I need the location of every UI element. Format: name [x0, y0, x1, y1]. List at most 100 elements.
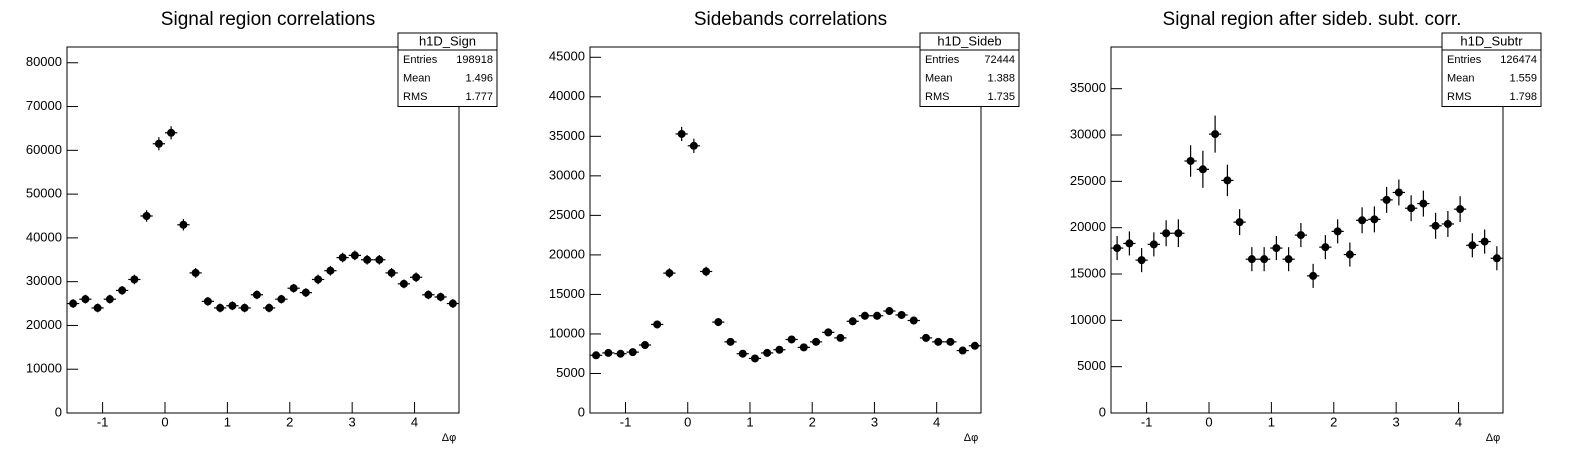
data-point	[702, 267, 711, 276]
data-point	[897, 310, 906, 319]
data-point	[885, 307, 894, 316]
data-point	[167, 128, 176, 137]
stats-value: 1.388	[987, 72, 1015, 84]
stats-label: RMS	[1447, 91, 1471, 103]
y-tick-label: 20000	[549, 246, 585, 261]
x-tick-label: -1	[1141, 414, 1153, 429]
data-point	[799, 343, 808, 352]
stats-value: 1.798	[1509, 91, 1537, 103]
data-point	[689, 141, 698, 150]
stats-name: h1D_Sideb	[937, 33, 1001, 48]
data-point	[1456, 205, 1465, 214]
data-point	[958, 346, 967, 355]
data-point	[1492, 254, 1501, 263]
data-point	[191, 268, 200, 277]
data-point	[1174, 229, 1183, 238]
x-tick-label: 4	[1455, 414, 1462, 429]
data-point	[640, 341, 649, 350]
x-tick-label: -1	[97, 414, 109, 429]
data-point	[277, 295, 286, 304]
data-point	[873, 311, 882, 320]
y-tick-label: 5000	[556, 365, 585, 380]
x-tick-label: 2	[809, 414, 816, 429]
data-point	[1137, 256, 1146, 265]
data-point	[326, 266, 335, 275]
data-point	[1382, 195, 1391, 204]
y-tick-label: 25000	[549, 207, 585, 222]
data-point	[665, 269, 674, 278]
data-point	[1468, 241, 1477, 250]
data-point	[252, 290, 261, 299]
stats-label: Entries	[1447, 54, 1482, 66]
data-point	[922, 333, 931, 342]
x-tick-label: 3	[1393, 414, 1400, 429]
data-point	[93, 303, 102, 312]
data-point	[848, 317, 857, 326]
chart-title: Signal region correlations	[161, 9, 375, 30]
x-tick-label: 2	[286, 414, 293, 429]
data-point	[824, 328, 833, 337]
y-tick-label: 15000	[1070, 265, 1106, 280]
stats-name: h1D_Subtr	[1460, 33, 1523, 48]
y-tick-label: 20000	[26, 317, 62, 332]
data-point	[1370, 215, 1379, 224]
data-point	[946, 337, 955, 346]
y-tick-label: 0	[578, 404, 585, 419]
y-tick-label: 35000	[549, 128, 585, 143]
x-axis-label: Δφ	[442, 432, 456, 444]
x-tick-label: 3	[349, 414, 356, 429]
stats-label: Entries	[403, 54, 438, 66]
data-point	[179, 220, 188, 229]
data-point	[436, 292, 445, 301]
data-point	[1358, 216, 1367, 225]
data-point	[399, 279, 408, 288]
data-point	[228, 301, 237, 310]
y-tick-label: 15000	[549, 286, 585, 301]
data-point	[350, 251, 359, 260]
y-tick-label: 30000	[26, 273, 62, 288]
stats-label: Mean	[1447, 72, 1475, 84]
data-point	[314, 275, 323, 284]
y-tick-label: 30000	[1070, 126, 1106, 141]
stats-label: Mean	[925, 72, 953, 84]
data-point	[628, 348, 637, 357]
stats-value: 1.735	[987, 91, 1015, 103]
stats-value: 1.559	[1509, 72, 1537, 84]
data-point	[1296, 231, 1305, 240]
data-point	[653, 320, 662, 329]
data-point	[1211, 130, 1220, 139]
data-point	[363, 255, 372, 264]
x-tick-label: 4	[411, 414, 418, 429]
y-tick-label: 50000	[26, 186, 62, 201]
plot-frame	[589, 46, 982, 414]
y-tick-label: 45000	[549, 49, 585, 64]
data-point	[448, 299, 457, 308]
data-point	[105, 295, 114, 304]
data-point	[412, 273, 421, 282]
data-point	[1186, 156, 1195, 165]
stats-label: Entries	[925, 54, 960, 66]
data-point	[726, 337, 735, 346]
data-point	[1125, 239, 1134, 248]
data-point	[1309, 271, 1318, 280]
data-point	[750, 354, 759, 363]
data-point	[1333, 227, 1342, 236]
data-point	[1260, 255, 1269, 264]
data-point	[69, 299, 78, 308]
data-point	[604, 348, 613, 357]
x-tick-label: 0	[1205, 414, 1212, 429]
chart-title: Signal region after sideb. subt. corr.	[1163, 9, 1462, 30]
data-point	[1394, 188, 1403, 197]
x-axis-label: Δφ	[1486, 432, 1500, 444]
data-point	[301, 288, 310, 297]
data-point	[909, 316, 918, 325]
data-point	[216, 303, 225, 312]
data-point	[592, 351, 601, 360]
stats-box	[919, 32, 1020, 107]
panel: Signal region correlations 0 10000 20000 300…	[26, 9, 498, 444]
data-point	[738, 349, 747, 358]
y-tick-label: 0	[55, 404, 62, 419]
chart-title: Sidebands correlations	[694, 9, 887, 30]
